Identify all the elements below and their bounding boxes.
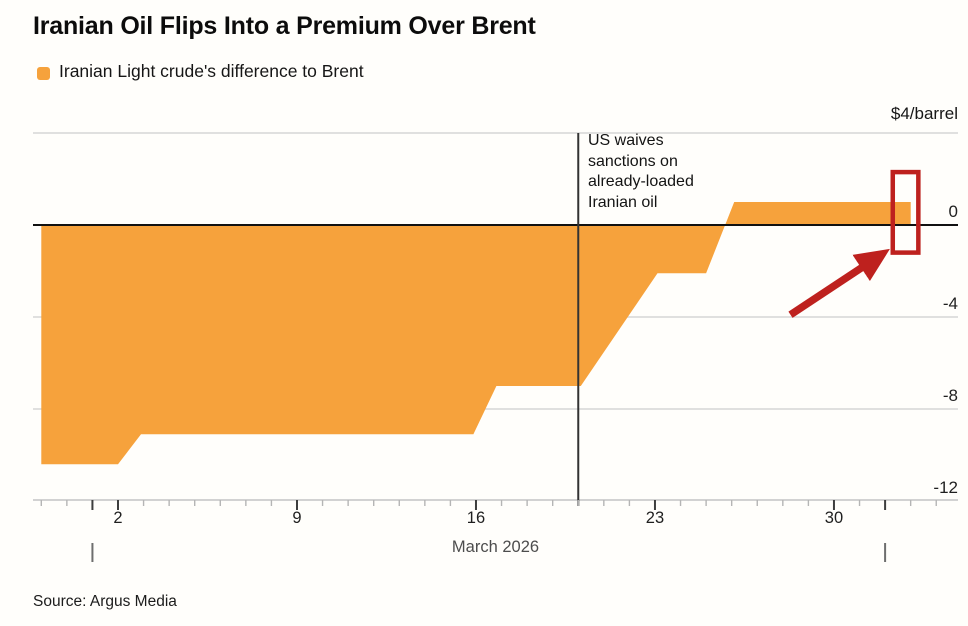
x-tick-label: 23 bbox=[645, 509, 665, 527]
event-annotation-line: sanctions on bbox=[588, 152, 678, 170]
legend-label: Iranian Light crude's difference to Bren… bbox=[59, 61, 364, 81]
area-series-fill bbox=[41, 202, 911, 465]
y-tick-label: -4 bbox=[942, 294, 958, 313]
y-tick-label: -8 bbox=[942, 386, 958, 405]
highlight-box bbox=[890, 169, 921, 255]
legend-swatch bbox=[37, 67, 50, 80]
event-annotation-line: already-loaded bbox=[588, 173, 694, 190]
chart-title: Iranian Oil Flips Into a Premium Over Br… bbox=[33, 12, 536, 40]
y-axis-unit-label: $4/barrel bbox=[890, 104, 958, 123]
x-axis-title: March 2026 bbox=[451, 538, 540, 556]
x-tick-label: 16 bbox=[466, 509, 486, 527]
event-annotation-line: US waives bbox=[588, 132, 664, 149]
event-annotation-text: US waives sanctions on already-loaded Irani… bbox=[588, 131, 748, 213]
annotation-arrow bbox=[788, 248, 890, 318]
x-tick-label: 2 bbox=[113, 509, 123, 527]
x-tick-label: 9 bbox=[292, 509, 302, 527]
y-tick-label: 0 bbox=[948, 202, 958, 221]
x-tick-label: 30 bbox=[824, 509, 844, 527]
y-tick-label: -12 bbox=[933, 478, 958, 497]
event-annotation-line: Iranian oil bbox=[588, 193, 658, 211]
source-note: Source: Argus Media bbox=[33, 593, 177, 610]
